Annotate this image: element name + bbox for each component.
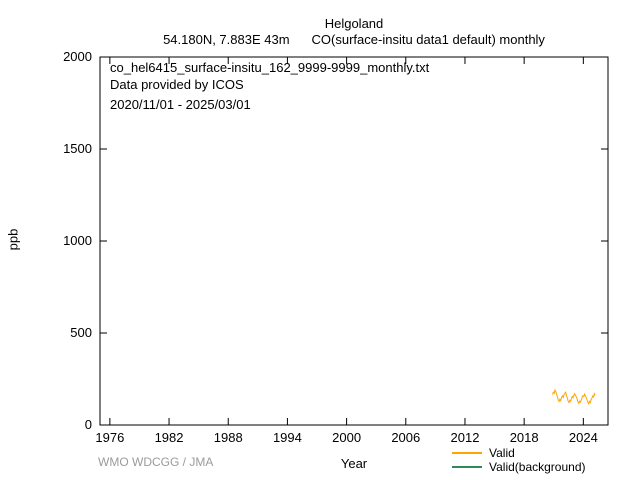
chart-title: Helgoland [324,16,384,31]
chart-subtitle: 54.180N, 7.883E 43m CO(surface-insitu dat… [64,32,640,47]
valid-background-line-sample [452,466,482,468]
legend-label-valid-background: Valid(background) [489,460,586,474]
legend: Valid Valid(background) [452,446,586,474]
x-tick-label: 2000 [332,430,361,445]
plot-border [99,56,609,426]
legend-item-valid: Valid [452,446,586,460]
annotation-filename: co_hel6415_surface-insitu_162_9999-9999_… [110,60,430,75]
credit-text: WMO WDCGG / JMA [98,455,214,469]
parameter-label: CO(surface-insitu data1 default) monthly [311,32,545,47]
y-tick-label: 500 [70,325,92,340]
x-tick-label: 1976 [95,430,124,445]
x-tick-label: 1994 [273,430,302,445]
x-tick-label: 1982 [155,430,184,445]
y-axis-label: ppb [5,228,21,251]
x-tick-label: 2006 [391,430,420,445]
x-tick-label: 1988 [214,430,243,445]
legend-item-valid-background: Valid(background) [452,460,586,474]
x-axis-label: Year [340,456,368,471]
x-tick-label: 2012 [451,430,480,445]
series-valid [552,388,596,406]
x-tick-label: 2018 [510,430,539,445]
valid-line-sample [452,452,482,454]
legend-label-valid: Valid [489,446,515,460]
y-tick-label: 0 [85,417,92,432]
station-coordinates: 54.180N, 7.883E 43m [163,32,290,47]
x-tick-label: 2024 [569,430,598,445]
annotation-period: 2020/11/01 - 2025/03/01 [110,97,251,112]
annotation-provider: Data provided by ICOS [110,77,244,92]
y-tick-label: 2000 [63,49,92,64]
y-tick-label: 1500 [63,141,92,156]
y-tick-label: 1000 [63,233,92,248]
